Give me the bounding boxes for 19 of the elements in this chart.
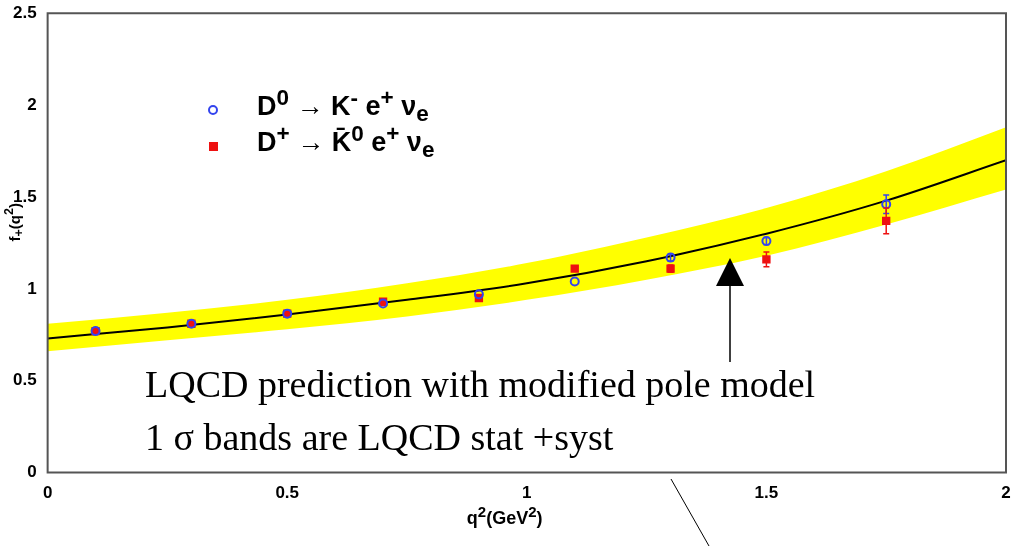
x-tick-label: 0.5 <box>275 483 300 503</box>
y-tick-label: 2.5 <box>12 2 37 22</box>
annotation: LQCD prediction with modified pole model <box>145 362 816 406</box>
line-series <box>47 159 1006 340</box>
point <box>473 289 484 300</box>
y-tick-label: 0 <box>27 462 37 482</box>
annotation: 1 σ bands are LQCD stat +syst <box>145 415 614 459</box>
x-tick-label: 2 <box>1001 483 1011 503</box>
y-tick-label: 0.5 <box>12 370 37 390</box>
point <box>569 276 580 287</box>
x-axis-title: q$^{2}$(GeV$^{2}$) <box>466 502 543 529</box>
x-tick-label: 0 <box>42 483 53 503</box>
x-tick-label: 1 <box>522 483 532 503</box>
point <box>881 199 892 210</box>
point <box>570 264 579 273</box>
y-tick-label: 2 <box>27 94 37 114</box>
x-tick-label: 1.5 <box>754 483 779 503</box>
point <box>762 255 771 264</box>
y-tick-label: 1 <box>27 278 37 298</box>
